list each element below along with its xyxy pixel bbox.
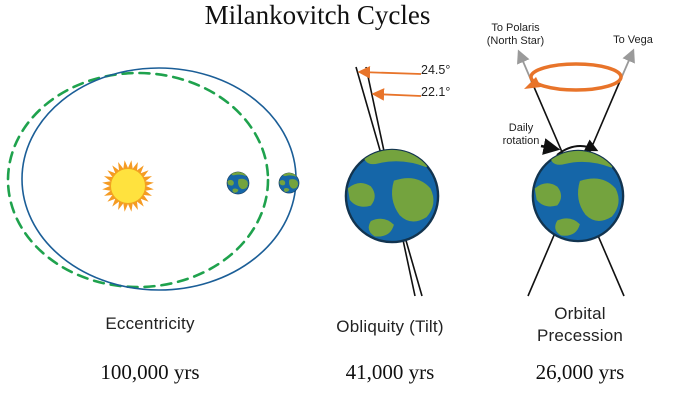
orbit-solid-ellipse xyxy=(21,67,297,291)
precession-circle xyxy=(529,62,623,92)
precession-label: Orbital Precession xyxy=(536,304,624,346)
sun-core xyxy=(110,168,146,204)
precession-diagram xyxy=(517,48,635,297)
angle-arrow-max xyxy=(357,66,422,79)
earth-globe-precession xyxy=(533,148,623,241)
eccentricity-period: 100,000 yrs xyxy=(100,360,200,384)
precession-arrowhead-icon xyxy=(524,77,541,89)
to-polaris-label: To Polaris (North Star) xyxy=(486,22,545,48)
daily-rotation-pointer-arrow xyxy=(540,138,561,155)
eccentricity-label: Eccentricity xyxy=(105,314,195,333)
angle-arrow-min xyxy=(371,88,422,101)
earth-globe-obliquity xyxy=(346,147,438,242)
daily-rotation-arc xyxy=(556,139,599,156)
earth-position-outer xyxy=(279,172,299,193)
obliquity-period: 41,000 yrs xyxy=(345,360,435,384)
precession-period: 26,000 yrs xyxy=(535,360,625,384)
polaris-arrow xyxy=(517,49,532,81)
to-vega-label: To Vega xyxy=(613,34,653,46)
obliquity-diagram xyxy=(330,66,460,297)
daily-rotation-label: Daily rotation xyxy=(502,122,540,148)
orbit-dashed-ellipse xyxy=(6,71,270,289)
earth-position-inner xyxy=(227,171,249,194)
eccentricity-diagram xyxy=(6,67,305,291)
obliquity-label: Obliquity (Tilt) xyxy=(336,317,444,336)
angle-max-label: 24.5° xyxy=(421,63,451,77)
angle-min-label: 22.1° xyxy=(421,85,451,99)
page-title: Milankovitch Cycles xyxy=(204,0,431,30)
